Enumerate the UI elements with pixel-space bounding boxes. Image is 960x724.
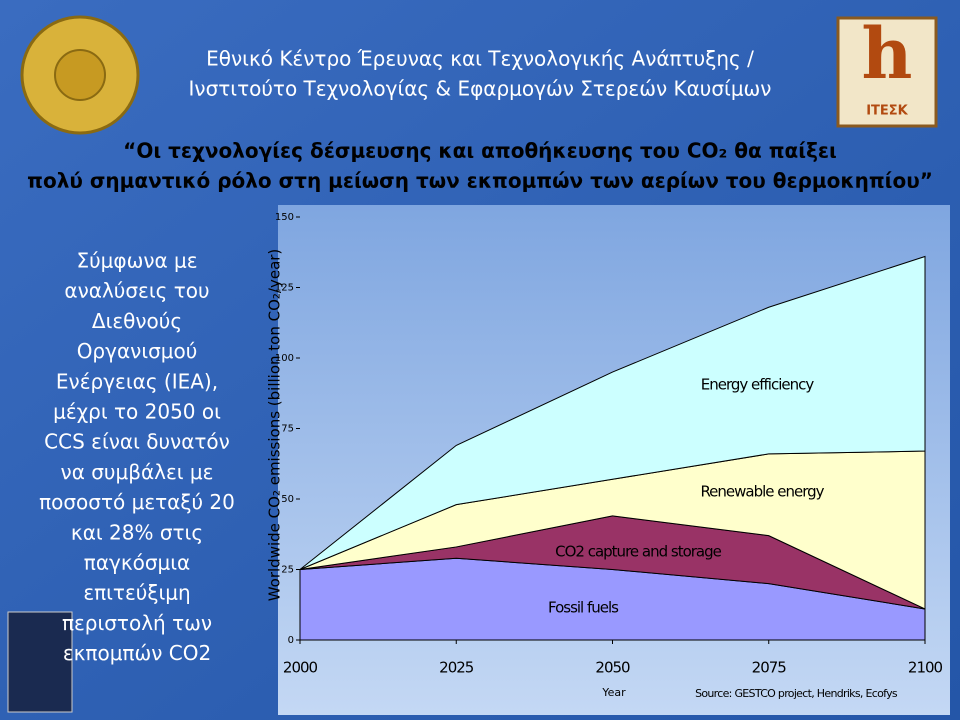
body-line: και 28% στις — [71, 520, 203, 544]
x-tick-label: 2000 — [283, 659, 318, 677]
program-logo — [7, 611, 73, 713]
y-tick-label: 75 — [281, 424, 294, 435]
body-line: CCS είναι δυνατόν — [44, 430, 230, 454]
body-line: να συμβάλει με — [61, 460, 214, 484]
quote-line: “Οι τεχνολογίες δέσμευσης και αποθήκευση… — [123, 139, 837, 163]
body-line: Σύμφωνα με — [76, 249, 197, 273]
chart: Fossil fuels CO2 capture and storage Renew… — [266, 212, 944, 700]
body-line: ποσοστό μεταξύ 20 — [39, 490, 235, 514]
body-line: Διεθνούς — [92, 309, 182, 333]
quote-line: πολύ σημαντικό ρόλο στη μείωση των εκπομ… — [27, 169, 933, 193]
body-text: Σύμφωνα με αναλύσεις του Διεθνούς Οργανισμο… — [39, 249, 235, 666]
header-line: Ινστιτούτο Τεχνολογίας & Εφαρμογών Στερε… — [189, 77, 772, 101]
y-tick-label: 125 — [275, 283, 294, 294]
y-axis-label: Worldwide CO₂ emissions (billion ton CO₂… — [266, 249, 284, 602]
body-line: περιστολή των — [62, 611, 212, 635]
header-line: Εθνικό Κέντρο Έρευνας και Τεχνολογικής Α… — [206, 47, 754, 71]
y-tick-label: 0 — [288, 635, 294, 646]
source: Source: GESTCO project, Hendriks, Ecofys — [695, 687, 898, 700]
body-line: επιτεύξιμη — [83, 581, 190, 605]
body-line: παγκόσμια — [84, 551, 190, 575]
body-line: αναλύσεις του — [64, 279, 209, 303]
logo-glyph: h — [862, 12, 913, 95]
body-line: Ενέργειας (IEA), — [56, 369, 218, 393]
series-label: Fossil fuels — [548, 599, 619, 617]
y-tick-label: 25 — [281, 565, 294, 576]
series-label: Renewable energy — [700, 483, 824, 501]
area — [299, 255, 926, 570]
x-tick-label: 2025 — [439, 659, 474, 677]
y-tick-label: 100 — [275, 353, 294, 364]
body-line: μέχρι το 2050 οι — [53, 400, 221, 424]
logo-text: ΙΤΕΣΚ — [866, 104, 908, 119]
body-line: εκπομπών CO2 — [63, 641, 211, 665]
series-label: Energy efficiency — [701, 376, 815, 394]
logo — [836, 16, 938, 128]
emblem-center — [54, 49, 106, 101]
body-line: Οργανισμού — [77, 339, 198, 363]
series-label: CO2 capture and storage — [555, 543, 722, 561]
x-axis-label: Year — [601, 686, 626, 699]
x-tick-label: 2050 — [595, 659, 630, 677]
x-tick-label: 2075 — [752, 659, 787, 677]
y-tick-label: 150 — [275, 212, 294, 223]
y-tick-label: 50 — [281, 494, 294, 505]
x-tick-label: 2100 — [908, 659, 943, 677]
